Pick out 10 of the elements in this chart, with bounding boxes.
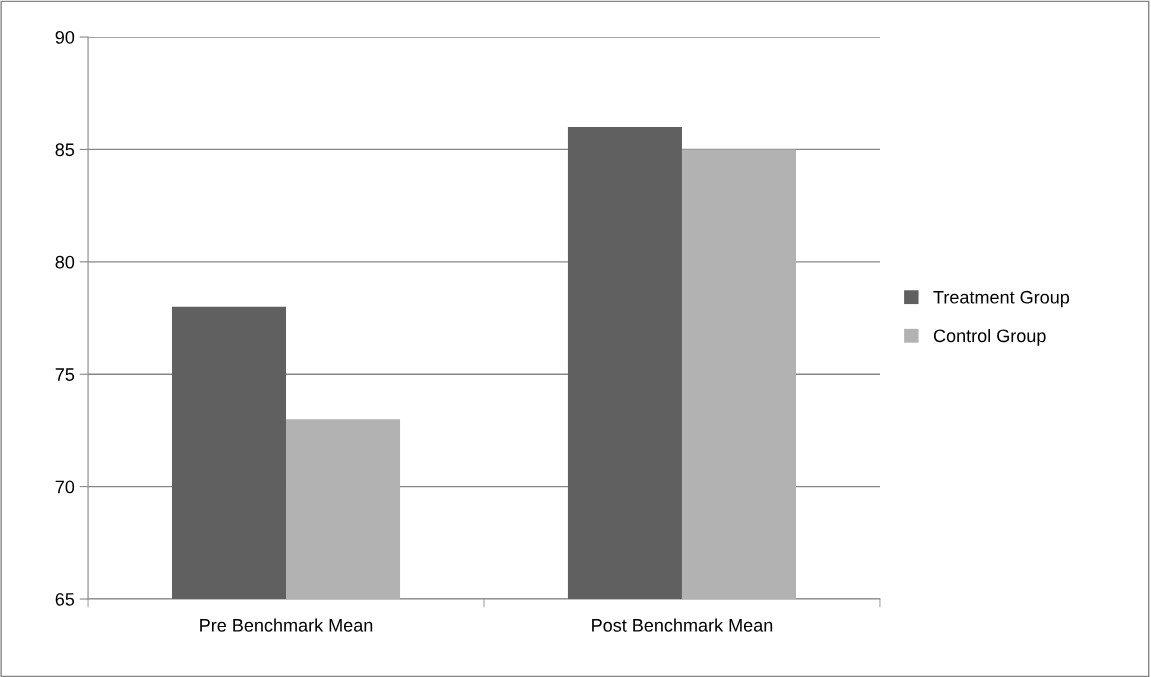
y-tick-label: 80: [55, 255, 75, 269]
y-tick-label: 65: [55, 592, 75, 606]
y-tick-label: 70: [55, 480, 75, 494]
x-tick-label: Pre Benchmark Mean: [200, 618, 373, 632]
legend-label: Treatment Group: [933, 290, 1070, 308]
y-tick-label: 75: [55, 368, 75, 381]
x-tick-label: Post Benchmark Mean: [592, 618, 773, 632]
y-tick-label: 90: [55, 30, 75, 44]
y-tick-label: 85: [55, 143, 75, 157]
legend-label: Control Group: [933, 328, 1046, 346]
